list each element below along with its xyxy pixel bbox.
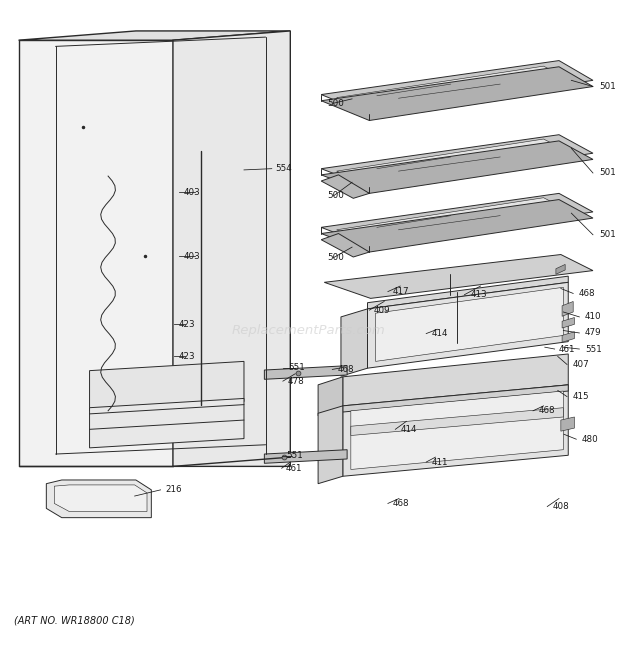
Text: 414: 414 [431,329,448,338]
Polygon shape [55,485,147,512]
Text: 551: 551 [286,451,303,460]
Polygon shape [343,385,569,477]
Text: 501: 501 [599,82,616,91]
Polygon shape [542,389,553,398]
Text: 408: 408 [553,502,570,511]
Polygon shape [264,449,347,463]
Polygon shape [337,198,577,247]
Text: ReplacementParts.com: ReplacementParts.com [232,324,386,337]
Text: 554: 554 [275,164,291,173]
Polygon shape [562,301,574,317]
Polygon shape [376,288,564,362]
Text: 403: 403 [184,188,201,196]
Text: 413: 413 [471,290,487,299]
Polygon shape [173,31,290,467]
Text: 403: 403 [184,252,201,261]
Text: 414: 414 [401,425,417,434]
Polygon shape [321,67,593,120]
Text: 410: 410 [585,313,601,321]
Text: 415: 415 [573,392,589,401]
Polygon shape [89,399,244,448]
Text: 423: 423 [179,352,196,361]
Text: 478: 478 [288,377,304,385]
Text: 409: 409 [374,305,391,315]
Polygon shape [368,276,569,309]
Text: 468: 468 [539,407,556,415]
Polygon shape [321,200,593,252]
Polygon shape [321,233,370,257]
Text: 407: 407 [573,360,590,369]
Text: 500: 500 [327,98,344,108]
Polygon shape [318,406,343,484]
Text: 216: 216 [166,485,182,494]
Polygon shape [321,141,593,194]
Polygon shape [321,61,593,114]
Polygon shape [321,194,593,246]
Polygon shape [351,408,564,436]
Polygon shape [368,282,569,368]
Polygon shape [264,366,347,379]
Text: 411: 411 [431,457,448,467]
Polygon shape [337,66,577,115]
Text: (ART NO. WR18800 C18): (ART NO. WR18800 C18) [14,616,135,626]
Polygon shape [561,417,574,431]
Text: 479: 479 [585,329,601,338]
Text: 461: 461 [559,344,575,354]
Text: 417: 417 [392,287,409,296]
Text: 501: 501 [599,169,616,178]
Polygon shape [562,317,574,328]
Text: 551: 551 [585,344,601,354]
Text: 551: 551 [288,363,304,372]
Polygon shape [46,480,151,518]
Text: 423: 423 [179,320,196,329]
Polygon shape [341,309,368,376]
Polygon shape [343,354,569,408]
Text: 468: 468 [578,289,595,298]
Polygon shape [324,254,593,298]
Polygon shape [19,31,290,40]
Polygon shape [318,377,343,416]
Polygon shape [351,391,564,469]
Polygon shape [562,332,574,342]
Polygon shape [556,264,565,274]
Text: 480: 480 [582,435,598,444]
Polygon shape [89,362,244,410]
Polygon shape [321,175,370,198]
Text: 501: 501 [599,230,616,239]
Text: 461: 461 [286,464,303,473]
Polygon shape [343,385,569,412]
Text: 468: 468 [337,365,354,374]
Polygon shape [337,139,577,188]
Text: 500: 500 [327,253,344,262]
Polygon shape [19,40,173,467]
Text: 468: 468 [392,499,409,508]
Text: 500: 500 [327,191,344,200]
Polygon shape [321,135,593,187]
